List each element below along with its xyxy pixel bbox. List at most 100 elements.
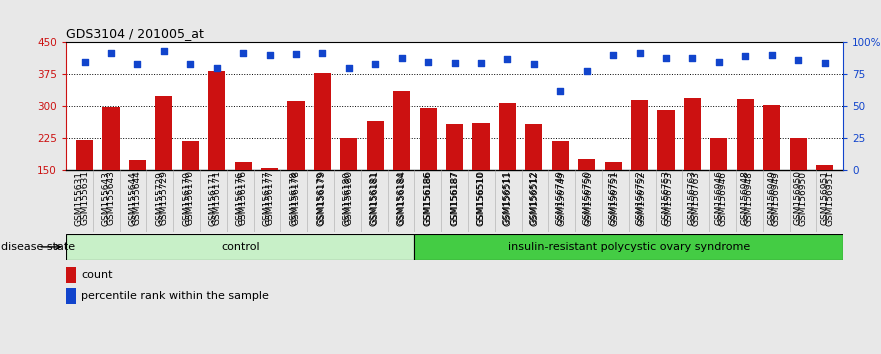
Text: GSM155644: GSM155644 xyxy=(129,171,137,226)
Point xyxy=(712,59,726,64)
Text: GSM156753: GSM156753 xyxy=(662,170,670,225)
Point xyxy=(289,51,303,57)
Bar xyxy=(763,105,781,234)
Text: GSM156177: GSM156177 xyxy=(263,171,271,226)
Bar xyxy=(684,98,701,234)
Bar xyxy=(340,138,358,234)
Point xyxy=(104,50,118,56)
Bar xyxy=(525,124,543,234)
Text: GSM156180: GSM156180 xyxy=(343,171,352,226)
Point xyxy=(818,60,832,66)
Text: GSM156510: GSM156510 xyxy=(477,171,486,226)
Text: GSM156178: GSM156178 xyxy=(292,170,300,225)
Point xyxy=(791,57,805,63)
Text: GSM156186: GSM156186 xyxy=(424,170,433,225)
Point xyxy=(448,60,462,66)
Text: GSM156179: GSM156179 xyxy=(318,170,327,225)
Bar xyxy=(129,160,146,234)
Text: GSM156950: GSM156950 xyxy=(798,171,807,226)
Text: control: control xyxy=(221,242,260,252)
Point xyxy=(157,48,171,54)
Text: GSM156763: GSM156763 xyxy=(688,170,697,225)
Text: GSM156763: GSM156763 xyxy=(692,171,700,226)
Bar xyxy=(393,91,411,234)
Text: GSM156950: GSM156950 xyxy=(794,170,803,225)
Point xyxy=(738,54,752,59)
Bar xyxy=(499,103,516,234)
Text: GSM156181: GSM156181 xyxy=(370,171,379,226)
Text: percentile rank within the sample: percentile rank within the sample xyxy=(81,291,270,301)
Bar xyxy=(261,168,278,234)
Text: GSM156178: GSM156178 xyxy=(289,171,299,226)
Text: GSM156752: GSM156752 xyxy=(638,171,647,226)
Bar xyxy=(737,99,754,234)
Point xyxy=(342,65,356,71)
Text: GSM156751: GSM156751 xyxy=(611,171,620,226)
Text: disease state: disease state xyxy=(2,242,76,252)
Text: GSM156186: GSM156186 xyxy=(423,171,433,226)
Text: GSM156751: GSM156751 xyxy=(609,170,618,225)
Point xyxy=(183,61,197,67)
Point xyxy=(474,60,488,66)
Bar xyxy=(552,141,569,234)
Text: GSM156176: GSM156176 xyxy=(239,170,248,225)
Bar xyxy=(604,162,622,234)
Point xyxy=(395,55,409,61)
Text: GSM156177: GSM156177 xyxy=(265,170,274,225)
Text: GSM156750: GSM156750 xyxy=(584,171,593,226)
Bar xyxy=(66,288,76,304)
Point xyxy=(659,55,673,61)
Point xyxy=(765,52,779,58)
Text: GSM156510: GSM156510 xyxy=(477,170,485,225)
Text: GSM156170: GSM156170 xyxy=(182,171,191,226)
Text: GSM156187: GSM156187 xyxy=(450,171,459,226)
Text: GDS3104 / 201005_at: GDS3104 / 201005_at xyxy=(66,27,204,40)
Bar xyxy=(789,138,807,234)
Text: GSM155643: GSM155643 xyxy=(102,171,111,226)
Point xyxy=(606,52,620,58)
Text: GSM156749: GSM156749 xyxy=(558,171,566,226)
Bar xyxy=(102,108,120,234)
Bar xyxy=(414,234,843,260)
Bar xyxy=(419,108,437,234)
Point xyxy=(368,61,382,67)
Text: GSM156171: GSM156171 xyxy=(209,171,218,226)
Bar xyxy=(66,267,76,283)
Text: GSM155631: GSM155631 xyxy=(75,171,84,226)
Point xyxy=(633,50,647,56)
Text: count: count xyxy=(81,270,113,280)
Point xyxy=(315,50,329,56)
Text: GSM156752: GSM156752 xyxy=(635,170,644,225)
Bar xyxy=(314,73,331,234)
Point xyxy=(263,52,277,58)
Text: GSM156180: GSM156180 xyxy=(344,170,353,225)
Point xyxy=(553,88,567,94)
Text: GSM155631: GSM155631 xyxy=(80,170,89,225)
Point xyxy=(685,55,700,61)
Bar xyxy=(155,96,173,234)
Text: GSM156949: GSM156949 xyxy=(767,170,776,225)
Text: GSM155729: GSM155729 xyxy=(155,171,165,226)
Point xyxy=(421,59,435,64)
Point xyxy=(500,56,515,62)
Text: GSM156511: GSM156511 xyxy=(504,171,513,226)
Bar xyxy=(472,123,490,234)
Bar xyxy=(287,101,305,234)
Text: GSM156949: GSM156949 xyxy=(772,171,781,226)
Bar xyxy=(578,159,596,234)
Text: GSM156179: GSM156179 xyxy=(316,171,325,226)
Text: GSM156749: GSM156749 xyxy=(556,170,565,225)
Text: insulin-resistant polycystic ovary syndrome: insulin-resistant polycystic ovary syndr… xyxy=(507,242,750,252)
Text: GSM155644: GSM155644 xyxy=(133,170,142,225)
Text: GSM156187: GSM156187 xyxy=(450,170,459,225)
Bar xyxy=(446,124,463,234)
Text: GSM156170: GSM156170 xyxy=(186,170,195,225)
Bar xyxy=(710,138,728,234)
Bar xyxy=(366,121,384,234)
Text: GSM155729: GSM155729 xyxy=(159,170,168,225)
Bar xyxy=(76,140,93,234)
Text: GSM156512: GSM156512 xyxy=(530,171,539,226)
Text: GSM156750: GSM156750 xyxy=(582,170,591,225)
Point xyxy=(580,68,594,73)
Text: GSM155643: GSM155643 xyxy=(107,170,115,225)
